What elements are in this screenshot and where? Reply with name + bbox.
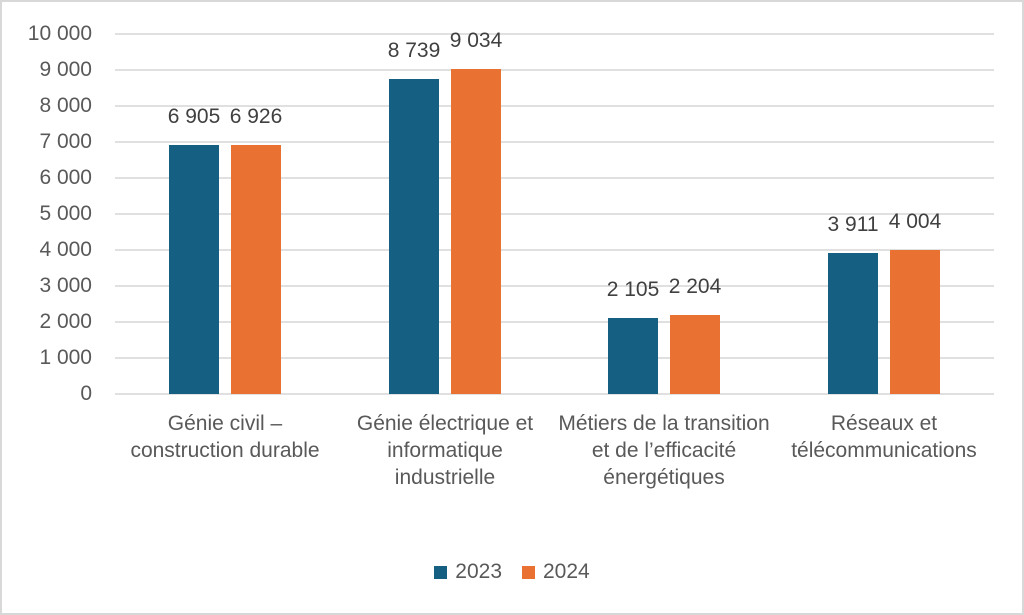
bar-value-label-2024: 6 926 [229,105,283,128]
y-axis-tick-label: 9 000 [39,58,92,81]
gridline [115,69,994,71]
bar-2024 [670,315,720,394]
bar-2024 [231,145,281,394]
bar-2023 [828,253,878,394]
y-axis-tick-label: 8 000 [39,94,92,117]
gridline [115,177,994,179]
bar-value-label-2023: 2 105 [606,278,660,301]
x-axis-category-label: Génie civil – construction durable [130,412,320,462]
x-axis-category-label: Réseaux et télécommunications [791,412,977,462]
gridline [115,105,994,107]
bar-value-label-2024: 4 004 [888,210,942,233]
bar-2023 [389,79,439,394]
bar-2023 [608,318,658,394]
y-axis-tick-label: 3 000 [39,274,92,297]
legend-label: 2024 [543,560,590,583]
bar-2024 [451,69,501,394]
bar-2024 [890,250,940,394]
gridline [115,321,994,323]
y-axis-tick-label: 0 [80,382,92,405]
bar-value-label-2023: 3 911 [827,213,879,236]
gridline [115,285,994,287]
bar-2023 [169,145,219,394]
y-axis-tick-label: 6 000 [39,166,92,189]
y-axis-tick-label: 7 000 [39,130,92,153]
y-axis-tick-label: 4 000 [39,238,92,261]
gridline [115,249,994,251]
x-axis-category-label: Métiers de la transition et de l’efficac… [558,412,770,489]
gridline [115,213,994,215]
x-axis-category-label: Génie électrique et informatique industr… [356,412,534,489]
legend-swatch-2023 [434,565,448,579]
legend-swatch-2024 [522,565,535,579]
bar-value-label-2023: 6 905 [167,105,221,128]
bar-value-label-2023: 8 739 [387,39,441,62]
gridline [115,357,994,359]
legend-item-2024: 2024 [522,560,590,584]
gridline [115,141,994,143]
legend-item-2023: 2023 [434,560,502,584]
y-axis-tick-label: 10 000 [27,22,92,45]
bar-value-label-2024: 2 204 [668,275,722,298]
y-axis-tick-label: 5 000 [39,202,92,225]
legend: 2023 2024 [2,560,1022,584]
gridline [115,33,994,35]
y-axis-tick-label: 1 000 [39,346,92,369]
bar-value-label-2024: 9 034 [449,29,503,52]
legend-label: 2023 [455,560,502,583]
y-axis-tick-label: 2 000 [39,310,92,333]
gridline [115,393,994,395]
